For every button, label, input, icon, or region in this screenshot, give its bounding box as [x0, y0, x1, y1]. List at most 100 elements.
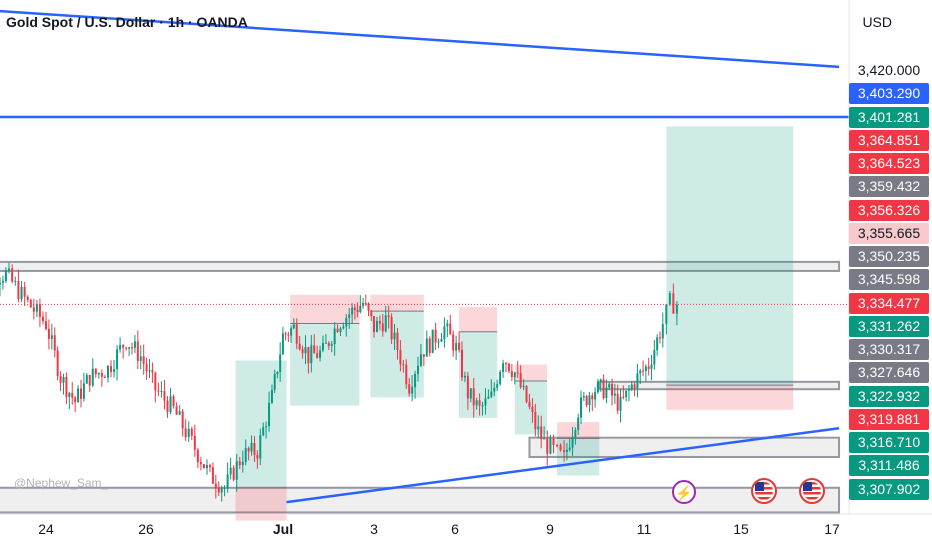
candle [241, 450, 244, 473]
candle [585, 394, 588, 408]
candle [531, 398, 534, 423]
candle [26, 295, 29, 303]
candle [596, 378, 599, 394]
candle [608, 381, 611, 390]
candle [342, 322, 345, 330]
stop-zone [235, 487, 287, 521]
us-flag-event-icon[interactable] [799, 478, 825, 504]
candle [74, 395, 77, 412]
candle [23, 281, 26, 307]
candle [319, 345, 322, 362]
candle [493, 382, 496, 397]
candle [262, 422, 265, 437]
candle [11, 264, 14, 284]
candle [77, 385, 80, 403]
candle [580, 390, 583, 424]
us-flag-event-icon[interactable] [751, 478, 777, 504]
candle [62, 373, 65, 395]
candle [622, 385, 625, 400]
candle [630, 380, 633, 392]
candle [650, 354, 653, 381]
long-position-3[interactable] [666, 126, 794, 410]
candle [301, 345, 304, 359]
candle [292, 318, 295, 330]
currency-label[interactable]: USD [862, 14, 892, 30]
candle [97, 372, 100, 379]
candle [125, 346, 128, 351]
candle [546, 430, 549, 466]
candle [565, 443, 568, 461]
candle [348, 308, 351, 329]
stop-zone [290, 294, 360, 324]
short-position-1[interactable] [290, 294, 360, 406]
candle [519, 365, 522, 389]
positions-layer [235, 126, 794, 521]
candle [422, 354, 425, 366]
candle [290, 325, 293, 343]
candle [419, 344, 422, 367]
price-label: 3,401.281 [849, 106, 929, 128]
short-position-3[interactable] [459, 307, 498, 418]
candle [675, 301, 678, 326]
candle [166, 396, 169, 418]
candle [556, 443, 559, 448]
candle [133, 334, 136, 353]
candle [184, 419, 187, 441]
candle [256, 450, 259, 469]
candle [142, 344, 145, 375]
candle [65, 372, 68, 405]
target-zone [514, 381, 548, 435]
candle [559, 443, 562, 452]
candle [431, 329, 434, 354]
candle [220, 485, 223, 502]
candle [384, 305, 387, 333]
candle [128, 346, 131, 356]
price-label: 3,327.646 [849, 362, 929, 384]
candle [250, 435, 253, 456]
candle [47, 319, 50, 350]
candle [658, 331, 661, 344]
candle [425, 330, 428, 357]
candle [402, 359, 405, 373]
zones-layer [0, 260, 841, 514]
candle [458, 331, 461, 353]
candle [653, 339, 656, 370]
candle [178, 404, 181, 416]
candle [668, 291, 671, 306]
candle [478, 393, 481, 416]
candle [378, 315, 381, 331]
candle [35, 299, 38, 318]
candle [295, 318, 298, 350]
candle [321, 335, 324, 353]
lower-support-zone[interactable] [528, 436, 841, 458]
long-position-1[interactable] [235, 360, 287, 521]
bolt-event-icon[interactable]: ⚡ [672, 480, 696, 504]
lower-trendline[interactable] [286, 426, 840, 504]
candle [588, 392, 591, 413]
price-label: 3,319.881 [849, 408, 929, 430]
upper-trendline[interactable] [0, 9, 840, 69]
candle [157, 382, 160, 397]
candle [577, 413, 580, 436]
candle [316, 345, 319, 359]
candle [71, 382, 74, 405]
candle [113, 359, 116, 378]
candle [475, 397, 478, 410]
candle [605, 379, 608, 404]
candle [461, 341, 463, 382]
candle [202, 463, 205, 469]
short-position-4[interactable] [514, 364, 548, 435]
candle [367, 302, 370, 317]
top-resistance-zone[interactable] [0, 260, 841, 272]
price-label: 3,316.710 [849, 432, 929, 453]
candle [298, 335, 301, 351]
candle [196, 447, 199, 469]
candle [284, 331, 287, 341]
bottom-zone[interactable] [0, 486, 841, 514]
candle [351, 303, 354, 324]
candle [672, 283, 675, 314]
lines-layer [0, 9, 849, 504]
candle [449, 314, 452, 335]
candle [217, 481, 220, 496]
